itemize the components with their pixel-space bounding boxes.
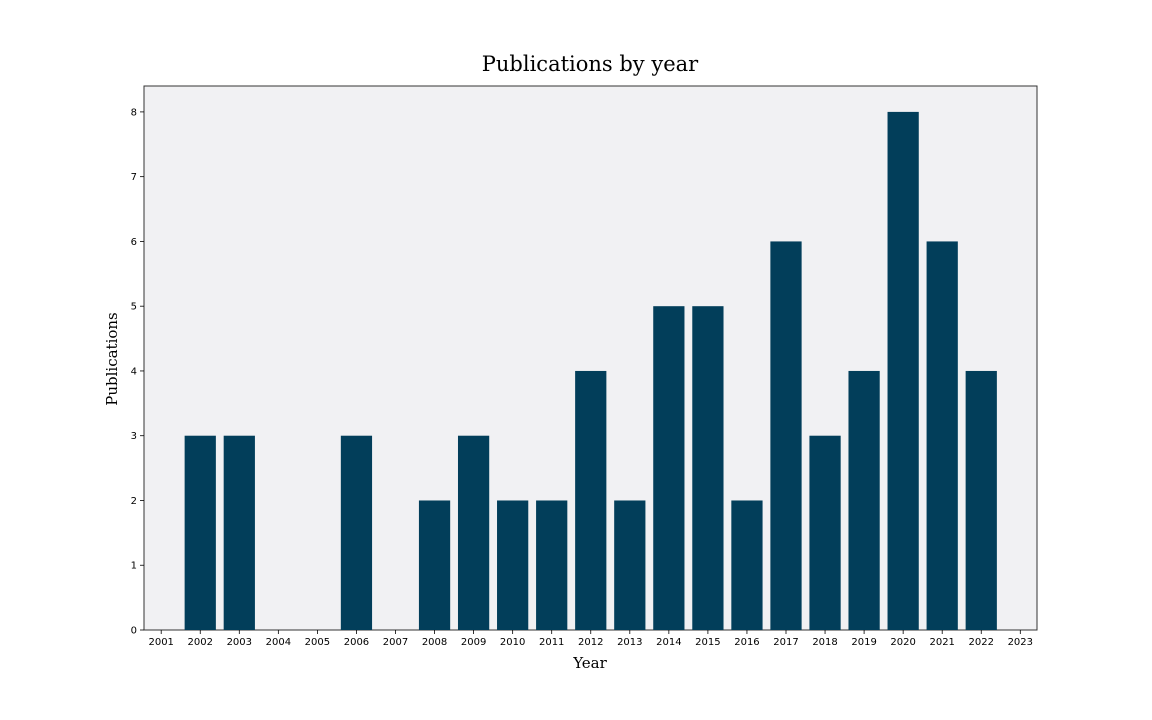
x-tick-label: 2022: [969, 637, 994, 648]
x-tick-label: 2004: [266, 637, 291, 648]
y-tick-label: 5: [131, 302, 137, 313]
x-tick-label: 2010: [500, 637, 525, 648]
bar-2013: [614, 500, 646, 630]
y-tick-label: 2: [131, 496, 137, 507]
y-tick-label: 8: [131, 107, 137, 118]
y-tick-label: 6: [131, 237, 137, 248]
bar-2020: [887, 111, 919, 630]
y-tick-label: 4: [131, 366, 137, 377]
bar-2003: [223, 435, 255, 630]
bar-2021: [926, 241, 958, 630]
x-tick-label: 2015: [695, 637, 720, 648]
bar-2011: [536, 500, 568, 630]
chart-title: Publications by year: [482, 52, 699, 76]
y-axis: 0 1 2 3 4 5 6 7 8: [131, 107, 144, 637]
bar-2017: [770, 241, 802, 630]
x-tick-label: 2012: [578, 637, 603, 648]
x-tick-label: 2007: [383, 637, 408, 648]
x-tick-label: 2009: [461, 637, 486, 648]
x-tick-label: 2003: [227, 637, 252, 648]
bar-2002: [184, 435, 216, 630]
bar-2014: [653, 306, 685, 630]
x-tick-label: 2011: [539, 637, 564, 648]
x-tick-label: 2001: [148, 637, 173, 648]
x-tick-label: 2018: [812, 637, 837, 648]
x-tick-label: 2014: [656, 637, 681, 648]
y-axis-label: Publications: [103, 312, 121, 406]
x-tick-label: 2002: [188, 637, 213, 648]
bar-2019: [848, 370, 880, 630]
bar-2010: [497, 500, 529, 630]
x-tick-label: 2019: [851, 637, 876, 648]
x-tick-label: 2006: [344, 637, 369, 648]
x-tick-label: 2008: [422, 637, 447, 648]
bar-2015: [692, 306, 724, 630]
bar-2016: [731, 500, 763, 630]
bar-2006: [340, 435, 373, 630]
bar-2009: [457, 435, 490, 630]
y-tick-label: 7: [131, 172, 137, 183]
bar-2008: [418, 500, 451, 630]
x-tick-label: 2021: [929, 637, 954, 648]
x-tick-label: 2005: [305, 637, 330, 648]
y-tick-label: 0: [131, 626, 137, 637]
x-tick-label: 2020: [890, 637, 915, 648]
x-tick-label: 2023: [1008, 637, 1033, 648]
x-axis: 2001 2002 2003 2004 2005 2006 2007 2008 2009 2010…: [148, 630, 1033, 648]
bar-2018: [809, 435, 841, 630]
x-tick-label: 2016: [734, 637, 759, 648]
y-tick-label: 3: [131, 431, 137, 442]
bars-group: [184, 111, 997, 630]
bar-2022: [965, 370, 997, 630]
x-axis-label: Year: [572, 654, 607, 672]
y-tick-label: 1: [131, 561, 137, 572]
bar-2012: [575, 370, 607, 630]
x-tick-label: 2017: [773, 637, 798, 648]
x-tick-label: 2013: [617, 637, 642, 648]
